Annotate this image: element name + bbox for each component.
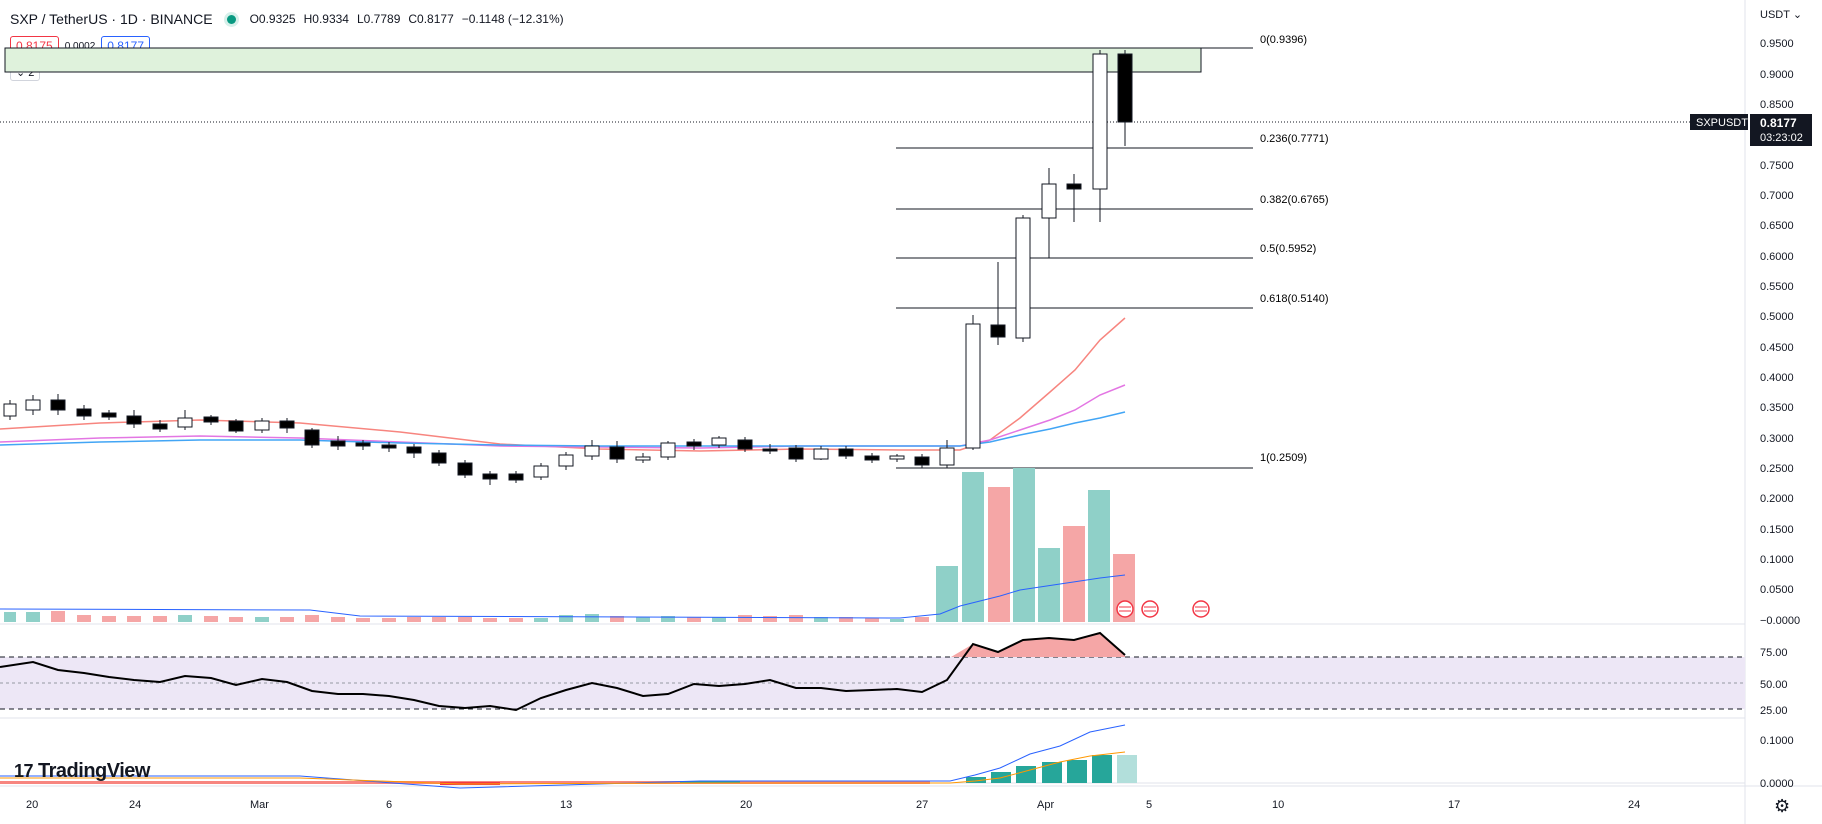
price-tick: −0.0000 <box>1760 615 1800 627</box>
chevron-down-icon: ⌄ <box>16 67 26 79</box>
price-tick: 0.6500 <box>1760 220 1794 232</box>
price-tick: 0.1000 <box>1760 554 1794 566</box>
last-price-value: 0.8177 <box>1760 116 1797 130</box>
ohlc-high: H0.9334 <box>303 12 349 26</box>
time-tick: 13 <box>560 799 572 811</box>
fib-label-0: 0(0.9396) <box>1260 34 1307 46</box>
price-axis[interactable]: 0.9500 0.9000 0.8500 0.7500 0.7000 0.650… <box>1760 38 1800 627</box>
fib-label-5: 0.5(0.5952) <box>1260 243 1316 255</box>
ma-line-blue <box>0 411 1126 447</box>
price-tick: 0.8500 <box>1760 99 1794 111</box>
rsi-tick: 75.00 <box>1760 647 1788 659</box>
time-tick: 17 <box>1448 799 1460 811</box>
gear-icon[interactable]: ⚙ <box>1774 796 1791 816</box>
fib-label-1: 1(0.2509) <box>1260 452 1307 464</box>
rsi-tick: 25.00 <box>1760 705 1788 717</box>
macd-pane[interactable] <box>0 724 1745 789</box>
tradingview-logo-text: TradingView <box>38 760 150 782</box>
rsi-axis[interactable]: 75.00 50.00 25.00 <box>1760 647 1788 717</box>
macd-axis[interactable]: 0.1000 0.0000 <box>1760 735 1794 790</box>
symbol-title[interactable]: SXP / TetherUS · 1D · BINANCE <box>10 11 213 27</box>
time-tick: 20 <box>740 799 752 811</box>
us-flag-icon <box>1116 600 1134 618</box>
price-tick: 0.1500 <box>1760 524 1794 536</box>
us-flag-icon <box>1192 600 1210 618</box>
fib-label-382: 0.382(0.6765) <box>1260 194 1329 206</box>
symbol-badge-text: SXPUSDT <box>1696 117 1748 129</box>
price-tick: 0.5500 <box>1760 281 1794 293</box>
ohlc-close: C0.8177 <box>408 12 454 26</box>
price-tick: 0.5000 <box>1760 311 1794 323</box>
tradingview-logo[interactable]: 17 TradingView <box>14 760 150 783</box>
chart-header: SXP / TetherUS · 1D · BINANCE O0.9325 H0… <box>10 8 564 30</box>
spread-value: 0.0002 <box>64 40 96 52</box>
currency-label: USDT <box>1760 9 1790 21</box>
countdown-value: 03:23:02 <box>1760 132 1803 144</box>
price-tick: 0.9000 <box>1760 69 1794 81</box>
rsi-tick: 50.00 <box>1760 679 1788 691</box>
price-tick: 0.4500 <box>1760 342 1794 354</box>
price-tick: 0.0500 <box>1760 584 1794 596</box>
rsi-pane[interactable] <box>0 631 1745 712</box>
us-flag-icon <box>1141 600 1159 618</box>
ma-line-red <box>0 317 1126 452</box>
time-tick: 20 <box>26 799 38 811</box>
price-tick: 0.6000 <box>1760 251 1794 263</box>
price-tick: 0.7000 <box>1760 190 1794 202</box>
price-tick: 0.3000 <box>1760 433 1794 445</box>
indicators-count: 2 <box>28 67 35 79</box>
ohlc-low: L0.7789 <box>356 12 401 26</box>
macd-tick: 0.0000 <box>1760 778 1794 790</box>
time-tick: 10 <box>1272 799 1284 811</box>
time-tick: 24 <box>1628 799 1640 811</box>
volume-bars <box>0 468 1135 622</box>
macd-tick: 0.1000 <box>1760 735 1794 747</box>
ohlc-change: −0.1148 (−12.31%) <box>461 12 564 26</box>
price-tick: 0.9500 <box>1760 38 1794 50</box>
supply-zone-rect[interactable] <box>4 47 1202 73</box>
time-axis[interactable]: 20 24 Mar 6 13 20 27 Apr 5 10 17 24 <box>26 799 1640 811</box>
ma-line-magenta <box>0 384 1126 449</box>
fib-label-618: 0.618(0.5140) <box>1260 293 1329 305</box>
chevron-down-icon: ⌄ <box>1792 9 1803 21</box>
price-tick: 0.4000 <box>1760 372 1794 384</box>
time-tick: 27 <box>916 799 928 811</box>
symbol-badge <box>1690 114 1748 130</box>
price-tick: 0.2000 <box>1760 493 1794 505</box>
ohlc-open: O0.9325 <box>249 12 296 26</box>
event-icons[interactable] <box>1116 600 1210 618</box>
currency-selector[interactable]: USDT ⌄ <box>1760 8 1802 21</box>
price-tick: 0.2500 <box>1760 463 1794 475</box>
market-status-icon[interactable] <box>226 14 236 24</box>
fib-label-236: 0.236(0.7771) <box>1260 133 1329 145</box>
fib-retracement[interactable]: 0(0.9396) 0.236(0.7771) 0.382(0.6765) 0.… <box>896 34 1329 469</box>
price-tick: 0.3500 <box>1760 402 1794 414</box>
price-tick: 0.7500 <box>1760 160 1794 172</box>
time-tick: 24 <box>129 799 141 811</box>
tradingview-logo-icon: 17 <box>14 761 34 781</box>
time-tick: 5 <box>1146 799 1152 811</box>
last-price-badge <box>1750 114 1812 146</box>
time-tick: Apr <box>1037 799 1054 811</box>
time-tick: 6 <box>386 799 392 811</box>
time-tick: Mar <box>250 799 269 811</box>
price-candles[interactable] <box>3 50 1133 485</box>
